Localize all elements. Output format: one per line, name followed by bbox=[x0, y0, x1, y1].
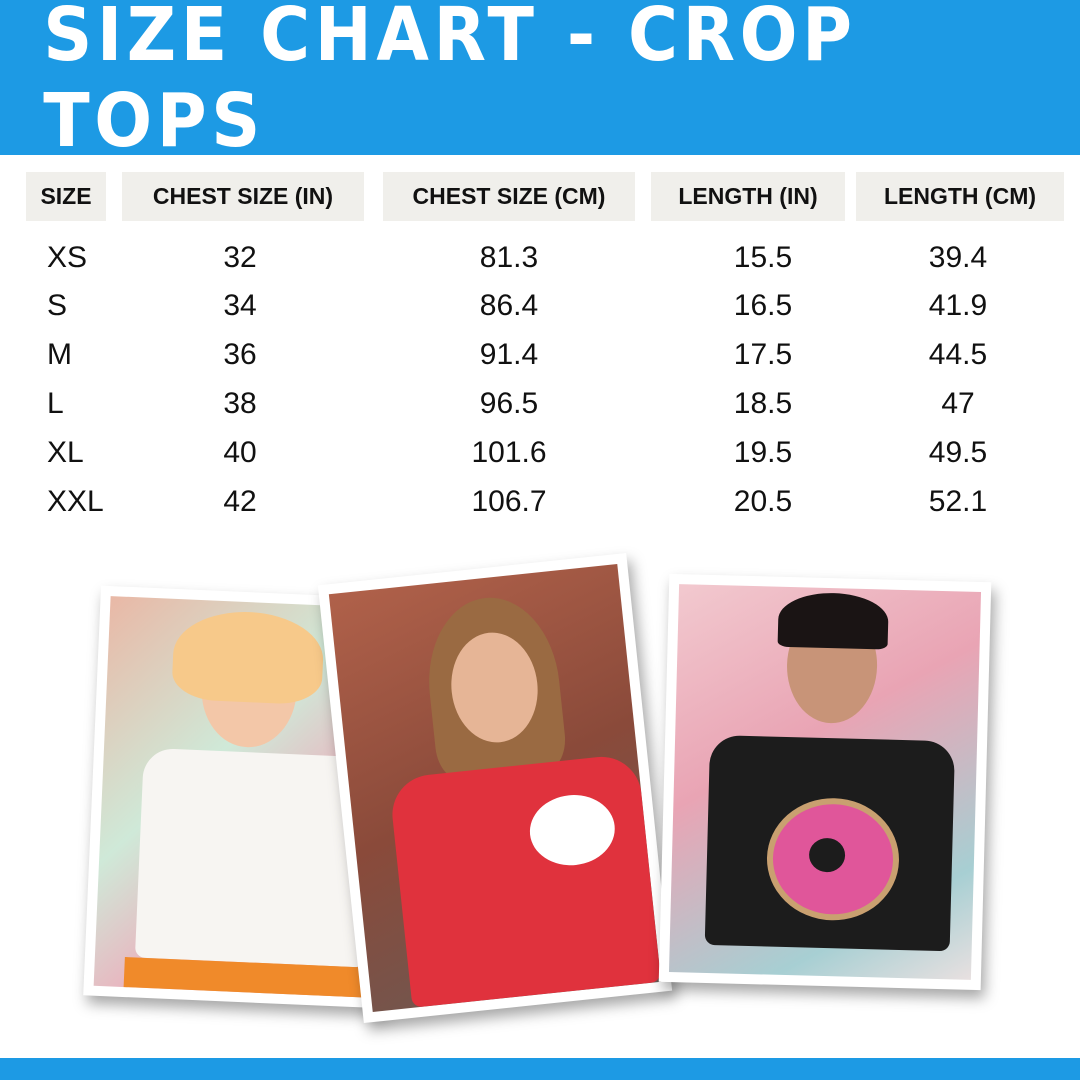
table-cell: 41.9 bbox=[928, 289, 988, 322]
table-cell: 47 bbox=[941, 387, 975, 420]
table-cell: 81.3 bbox=[479, 241, 539, 274]
table-cell: 49.5 bbox=[928, 436, 988, 469]
table-cell: 96.5 bbox=[479, 387, 539, 420]
table-cell: 40 bbox=[223, 436, 257, 469]
table-cell: 86.4 bbox=[479, 289, 539, 322]
table-cell: 44.5 bbox=[928, 338, 988, 371]
table-cell: XL bbox=[47, 436, 84, 469]
table-cell: S bbox=[47, 289, 68, 322]
table-cell: 19.5 bbox=[733, 436, 793, 469]
table-cell: 17.5 bbox=[733, 338, 793, 371]
table-cell: 20.5 bbox=[733, 485, 793, 518]
title-banner: SIZE CHART - CROP TOPS bbox=[0, 0, 1080, 164]
footer-bar bbox=[0, 1058, 1080, 1080]
photo-red-crop-top bbox=[317, 553, 673, 1023]
table-cell: 42 bbox=[223, 485, 257, 518]
table-cell: 106.7 bbox=[471, 485, 547, 518]
table-cell: L bbox=[47, 387, 64, 420]
column-header: CHEST SIZE (CM) bbox=[383, 172, 635, 221]
column-header: LENGTH (CM) bbox=[856, 172, 1064, 221]
column-header: LENGTH (IN) bbox=[651, 172, 845, 221]
table-cell: XS bbox=[47, 241, 88, 274]
table-cell: 38 bbox=[223, 387, 257, 420]
table-cell: 18.5 bbox=[733, 387, 793, 420]
table-cell: 91.4 bbox=[479, 338, 539, 371]
column-header: CHEST SIZE (IN) bbox=[122, 172, 364, 221]
table-cell: 39.4 bbox=[928, 241, 988, 274]
table-cell: XXL bbox=[47, 485, 104, 518]
photo-black-crop-top bbox=[658, 573, 992, 991]
page-title: SIZE CHART - CROP TOPS bbox=[43, 0, 857, 164]
table-cell: 32 bbox=[223, 241, 257, 274]
table-cell: M bbox=[47, 338, 72, 371]
table-cell: 52.1 bbox=[928, 485, 988, 518]
table-cell: 34 bbox=[223, 289, 257, 322]
table-cell: 101.6 bbox=[471, 436, 547, 469]
table-cell: 16.5 bbox=[733, 289, 793, 322]
column-header: SIZE bbox=[26, 172, 106, 221]
table-cell: 36 bbox=[223, 338, 257, 371]
table-cell: 15.5 bbox=[733, 241, 793, 274]
